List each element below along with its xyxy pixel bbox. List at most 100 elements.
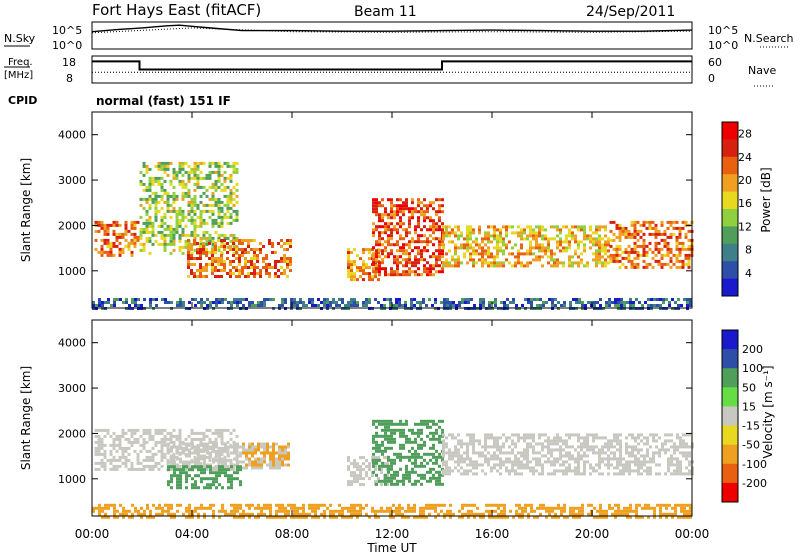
echo-cell-1 xyxy=(193,194,197,198)
echo-cell-2 xyxy=(277,269,280,272)
echo-cell-7 xyxy=(389,509,392,513)
echo-cell-6 xyxy=(589,463,592,467)
echo-cell-2 xyxy=(205,269,208,272)
echo-cell-5 xyxy=(562,240,565,244)
echo-cell-6 xyxy=(639,229,643,233)
echo-cell-7 xyxy=(275,503,278,507)
echo-cell-0 xyxy=(145,458,149,462)
echo-cell-0 xyxy=(109,461,113,465)
echo-cell-7 xyxy=(551,304,554,307)
echo-cell-6 xyxy=(637,469,640,473)
echo-cell-6 xyxy=(568,466,571,470)
echo-cell-7 xyxy=(248,506,251,510)
echo-cell-1 xyxy=(215,442,218,446)
echo-cell-0 xyxy=(136,452,140,456)
echo-cell-6 xyxy=(463,460,466,464)
echo-cell-1 xyxy=(229,233,233,237)
echo-cell-0 xyxy=(169,467,173,471)
echo-cell-7 xyxy=(674,512,677,516)
echo-cell-4 xyxy=(390,267,393,271)
echo-cell-6 xyxy=(669,220,673,224)
echo-cell-7 xyxy=(527,512,530,516)
echo-cell-0 xyxy=(130,434,134,438)
echo-cell-7 xyxy=(608,503,611,507)
echo-cell-5 xyxy=(568,258,571,262)
echo-cell-1 xyxy=(203,463,206,467)
echo-cell-4 xyxy=(420,252,423,256)
echo-cell-2 xyxy=(185,471,188,475)
echo-cell-6 xyxy=(651,232,655,236)
echo-cell-7 xyxy=(506,515,509,519)
echo-cell-6 xyxy=(481,454,484,458)
echo-cell-6 xyxy=(676,460,679,464)
echo-cell-4 xyxy=(390,270,393,274)
echo-cell-6 xyxy=(493,451,496,455)
echo-cell-0 xyxy=(121,247,125,251)
echo-cell-5 xyxy=(541,249,544,253)
echo-cell-1 xyxy=(172,236,176,240)
echo-cell-7 xyxy=(248,512,251,516)
echo-cell-7 xyxy=(263,298,266,301)
echo-cell-6 xyxy=(466,451,469,455)
echo-cell-5 xyxy=(420,464,423,468)
echo-cell-6 xyxy=(580,457,583,461)
echo-cell-4 xyxy=(402,249,405,253)
echo-cell-1 xyxy=(160,224,164,228)
echo-cell-0 xyxy=(169,440,173,444)
echo-cell-5 xyxy=(396,455,399,459)
echo-cell-0 xyxy=(211,431,215,435)
echo-cell-6 xyxy=(654,232,658,236)
echo-cell-5 xyxy=(574,252,577,256)
echo-cell-1 xyxy=(193,197,197,201)
echo-cell-0 xyxy=(196,437,200,441)
echo-cell-7 xyxy=(179,304,182,307)
echo-cell-3 xyxy=(278,445,281,449)
echo-cell-7 xyxy=(674,301,677,304)
echo-cell-6 xyxy=(658,448,661,452)
echo-cell-1 xyxy=(278,451,281,455)
echo-cell-2 xyxy=(253,254,256,257)
echo-cell-6 xyxy=(666,244,670,248)
echo-cell-6 xyxy=(556,448,559,452)
echo-cell-5 xyxy=(454,243,457,247)
velocity-colorbar-label: Velocity [m s⁻¹] xyxy=(761,365,775,458)
echo-cell-2 xyxy=(286,266,289,269)
echo-cell-7 xyxy=(419,301,422,304)
echo-cell-6 xyxy=(681,244,685,248)
echo-cell-0 xyxy=(106,250,110,254)
echo-cell-1 xyxy=(226,161,230,165)
echo-cell-1 xyxy=(196,173,200,177)
echo-cell-6 xyxy=(514,445,517,449)
echo-cell-5 xyxy=(405,419,408,423)
echo-cell-6 xyxy=(490,469,493,473)
echo-cell-5 xyxy=(432,452,435,456)
echo-cell-5 xyxy=(408,476,411,480)
echo-cell-6 xyxy=(517,466,520,470)
echo-cell-4 xyxy=(438,204,441,208)
echo-cell-6 xyxy=(625,469,628,473)
echo-cell-6 xyxy=(646,436,649,440)
echo-cell-2 xyxy=(227,477,230,481)
echo-cell-6 xyxy=(624,226,628,230)
echo-cell-5 xyxy=(496,240,499,244)
echo-cell-4 xyxy=(408,219,411,223)
echo-cell-1 xyxy=(242,445,245,449)
echo-cell-1 xyxy=(160,185,164,189)
echo-cell-5 xyxy=(460,261,463,265)
echo-cell-2 xyxy=(179,474,182,478)
echo-cell-1 xyxy=(154,203,158,207)
echo-cell-1 xyxy=(199,236,203,240)
echo-cell-6 xyxy=(559,457,562,461)
echo-cell-1 xyxy=(229,176,233,180)
echo-cell-6 xyxy=(675,253,679,257)
echo-cell-5 xyxy=(580,228,583,232)
echo-cell-6 xyxy=(619,439,622,443)
echo-cell-1 xyxy=(157,209,161,213)
echo-cell-5 xyxy=(414,455,417,459)
echo-cell-4 xyxy=(402,201,405,205)
echo-cell-7 xyxy=(230,503,233,507)
echo-cell-2 xyxy=(212,483,215,487)
echo-cell-3 xyxy=(350,269,353,273)
echo-cell-7 xyxy=(431,304,434,307)
echo-cell-4 xyxy=(411,216,414,220)
